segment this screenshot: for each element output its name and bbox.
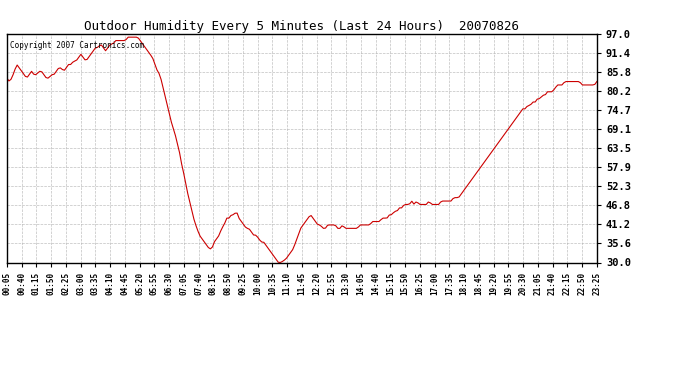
Text: Copyright 2007 Cartronics.com: Copyright 2007 Cartronics.com bbox=[10, 40, 144, 50]
Title: Outdoor Humidity Every 5 Minutes (Last 24 Hours)  20070826: Outdoor Humidity Every 5 Minutes (Last 2… bbox=[84, 20, 520, 33]
